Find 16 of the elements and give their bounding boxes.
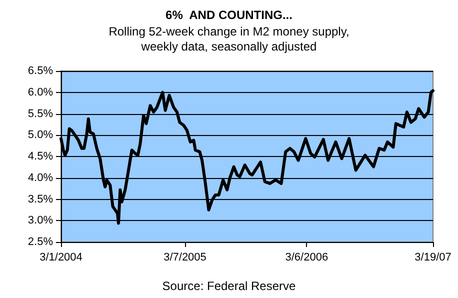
chart-subtitle: Rolling 52-week change in M2 money supply, weekly data, seasonally adjusted	[108, 24, 350, 54]
y-tick-label: 4.0%	[28, 172, 54, 184]
y-tick-label: 6.5%	[28, 65, 54, 77]
source-note: Source: Federal Reserve	[162, 279, 296, 293]
y-tick-label: 5.5%	[28, 108, 54, 120]
y-tick-label: 3.5%	[28, 193, 54, 206]
y-tick-label: 6.0%	[28, 86, 54, 98]
y-tick-label: 4.5%	[28, 150, 54, 162]
x-tick-label: 3/6/2006	[285, 252, 328, 264]
x-tick-label: 3/1/2004	[40, 252, 82, 264]
x-tick-label: 3/19/07	[414, 252, 452, 264]
chart-title: 6% AND COUNTING...	[166, 8, 292, 22]
x-tick-label: 3/7/2005	[164, 252, 206, 264]
y-tick-label: 2.5%	[28, 236, 54, 248]
y-tick-label: 3.0%	[28, 214, 54, 227]
y-tick-label: 5.0%	[28, 129, 54, 142]
